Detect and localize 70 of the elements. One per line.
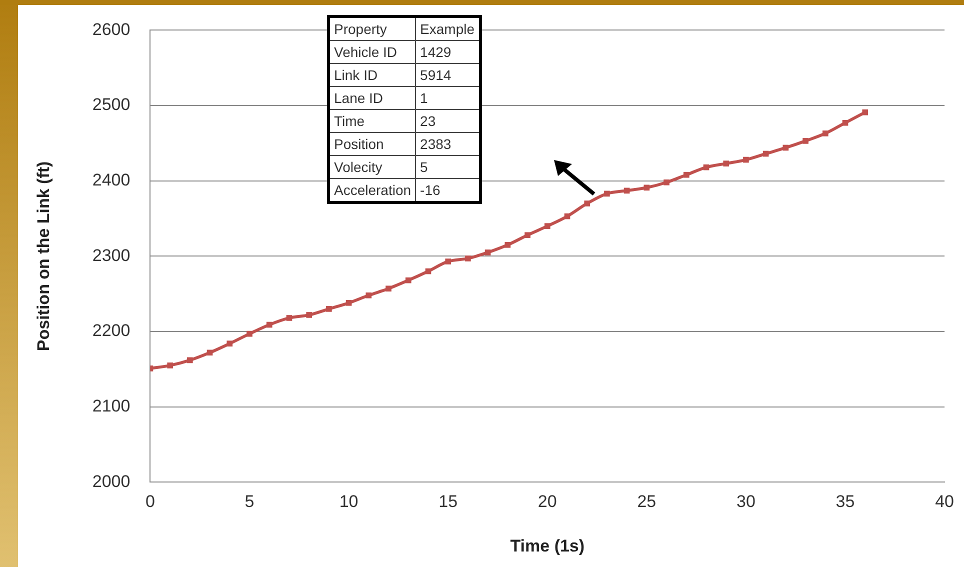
- x-tick-label: 30: [736, 492, 756, 512]
- point: [167, 362, 173, 368]
- annotation: 23: [416, 110, 480, 132]
- point: [386, 286, 392, 292]
- annotation: Example: [416, 16, 480, 40]
- point: [703, 164, 710, 170]
- x-axis-title: Time (1s): [510, 536, 585, 556]
- y-tick-label: 2400: [92, 170, 130, 190]
- point: [564, 213, 570, 220]
- point: [604, 190, 610, 197]
- point: [465, 256, 471, 262]
- point: [584, 200, 590, 206]
- point: [802, 138, 808, 144]
- y-tick-label: 2200: [92, 321, 130, 340]
- y-axis-title: Position on the Link (ft): [34, 161, 53, 352]
- annotation: Property: [328, 16, 416, 40]
- point: [346, 300, 352, 306]
- y-tick-label: 2300: [92, 246, 130, 265]
- annotation: 2383: [416, 132, 480, 156]
- point: [306, 312, 312, 318]
- point: [366, 292, 372, 298]
- annotation: Vehicle ID: [328, 40, 416, 64]
- annotation: Acceleration: [328, 178, 416, 202]
- annotation: Position: [328, 132, 416, 156]
- point: [504, 242, 511, 248]
- x-tick-label: 20: [538, 492, 557, 512]
- point: [206, 350, 213, 356]
- point: [425, 268, 432, 274]
- x-tick-label: 10: [339, 492, 358, 512]
- point: [743, 156, 749, 163]
- annotation: 5: [416, 156, 480, 178]
- point: [762, 150, 769, 157]
- point: [723, 160, 730, 166]
- point: [266, 322, 272, 328]
- y-tick-label: 2000: [92, 472, 130, 491]
- annotation: Time: [328, 110, 416, 132]
- point: [226, 340, 233, 346]
- point: [246, 330, 252, 337]
- annotation: Link ID: [328, 64, 416, 86]
- point: [187, 357, 193, 364]
- annotation: Lane ID: [328, 86, 416, 110]
- point: [445, 258, 452, 264]
- y-tick-label: 2600: [92, 20, 130, 39]
- annotation: 1429: [416, 40, 480, 64]
- annotation: Volecity: [328, 156, 416, 178]
- annotation: 5914: [416, 64, 480, 86]
- point: [405, 277, 412, 284]
- x-tick-label: 25: [637, 492, 656, 512]
- point: [782, 144, 789, 151]
- point: [822, 130, 828, 136]
- point: [286, 315, 292, 321]
- x-tick-label: 0: [145, 492, 155, 512]
- point: [664, 179, 670, 186]
- point: [544, 223, 550, 229]
- x-tick-label: 35: [836, 492, 855, 512]
- point: [862, 109, 868, 116]
- point: [842, 120, 848, 126]
- point: [326, 306, 332, 312]
- point: [484, 250, 491, 256]
- point: [524, 232, 530, 238]
- annotation: 1: [416, 86, 480, 110]
- y-tick-label: 2100: [92, 396, 130, 416]
- x-tick-label: 5: [244, 492, 254, 512]
- x-tick-label: 15: [438, 492, 458, 512]
- y-tick-label: 2500: [92, 95, 130, 114]
- x-tick-label: 40: [935, 492, 954, 512]
- annotation: -16: [416, 178, 480, 202]
- point: [683, 172, 690, 178]
- point: [644, 184, 650, 191]
- point: [624, 188, 630, 194]
